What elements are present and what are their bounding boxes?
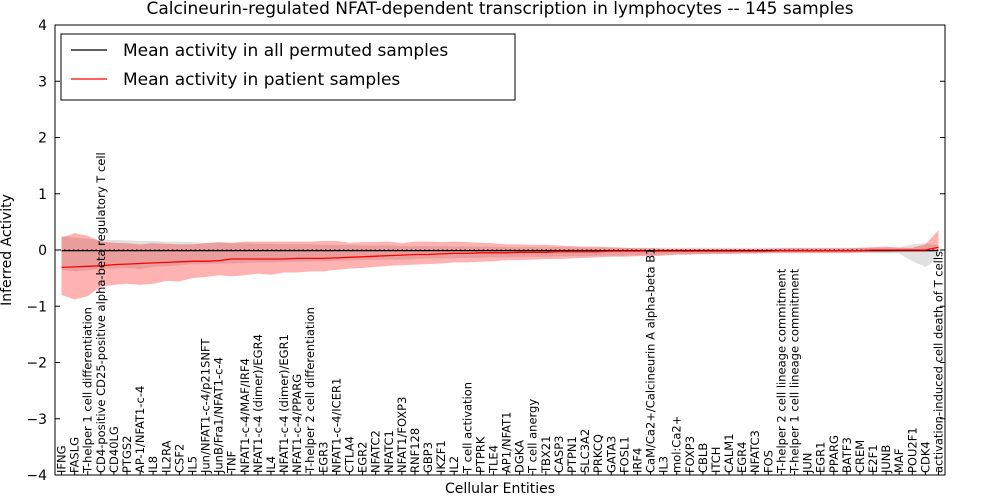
x-category-label: NFAT1-c-4/MAF/IRF4 <box>238 358 252 473</box>
y-tick-label: 0 <box>38 243 47 259</box>
x-category-label: NFAT1-c-4 (dimer)/EGR4 <box>251 334 265 473</box>
legend: Mean activity in all permuted samples Me… <box>60 33 516 101</box>
x-category-label: IRF4 <box>630 448 644 473</box>
y-tick-label: 3 <box>38 74 47 90</box>
x-category-label: ITCH <box>709 447 723 473</box>
x-category-label: IFNG <box>55 445 69 473</box>
x-category-label: IL2 <box>447 456 461 473</box>
x-category-label: NFATC1 <box>382 430 396 473</box>
x-category-label: PRKCQ <box>591 434 605 473</box>
y-tick-label: −1 <box>26 299 47 315</box>
x-category-label: Jun/NFAT1-c-4/p21SNFT <box>199 338 213 474</box>
x-category-label: E2F1 <box>866 444 880 473</box>
chart-title: Calcineurin-regulated NFAT-dependent tra… <box>146 0 853 19</box>
patient-mean-line <box>61 246 939 269</box>
series-lines <box>55 246 945 269</box>
x-category-label: IKZF1 <box>434 440 448 473</box>
x-category-label: MAF <box>892 449 906 473</box>
x-category-label: IL8 <box>146 456 160 473</box>
x-category-label: DGKA <box>513 440 527 473</box>
x-category-label: CTLA4 <box>343 436 357 473</box>
y-tick-label: −2 <box>26 356 47 372</box>
x-category-label: NFATC3 <box>748 430 762 473</box>
x-category-label: CD4-positive CD25-positive alpha-beta re… <box>94 152 108 473</box>
x-category-label: CALM1 <box>722 433 736 473</box>
x-category-label: CASP3 <box>552 436 566 473</box>
x-category-label: NFATC2 <box>369 430 383 473</box>
x-category-label: TBX21 <box>539 436 553 474</box>
x-category-label: IL5 <box>185 456 199 473</box>
x-category-label: FOXP3 <box>683 436 697 473</box>
x-category-label: NFAT1/FOXP3 <box>395 397 409 473</box>
x-category-label: FOSL1 <box>617 436 631 473</box>
x-axis-title: Cellular Entities <box>445 481 555 497</box>
x-category-label: EGR2 <box>356 442 370 474</box>
x-category-label: CBLB <box>696 443 710 473</box>
x-category-label: PTPRK <box>473 436 487 473</box>
x-category-label: CD40LG <box>107 426 121 473</box>
x-category-label: T-helper 2 cell differentiation <box>303 307 317 474</box>
x-category-label: TNF <box>225 451 239 474</box>
x-category-label: CaM/Ca2+/Calcineurin A alpha-beta B1 <box>644 248 658 473</box>
x-category-label: mol:Ca2+ <box>670 416 684 473</box>
x-category-label: EGR3 <box>316 442 330 474</box>
x-category-label: NFAT1-c-4/ICER1 <box>329 378 343 473</box>
y-tick-label: −4 <box>26 468 47 484</box>
confidence-bands <box>61 230 939 300</box>
x-category-label: JUNB <box>879 445 893 474</box>
x-category-label: IL3 <box>657 456 671 473</box>
x-category-label: NFAT1-c-4 (dimer)/EGR1 <box>277 334 291 473</box>
x-category-label: T cell activation <box>460 382 474 474</box>
x-category-label: JUN <box>801 453 815 474</box>
legend-label-patient: Mean activity in patient samples <box>123 70 400 90</box>
permuted-band <box>61 235 939 272</box>
x-category-label: EGR1 <box>814 442 828 474</box>
x-category-label: T-helper 1 cell lineage commitment <box>788 268 802 474</box>
x-category-label: CREM <box>853 440 867 473</box>
x-category-label: GATA3 <box>604 436 618 473</box>
x-category-label: AP-1/NFAT1-c-4 <box>133 386 147 473</box>
y-tick-label: 2 <box>38 131 47 147</box>
x-category-label: POU2F1 <box>905 427 919 473</box>
y-axis-title: Inferred Activity <box>0 194 15 306</box>
x-category-label: T cell anergy <box>526 399 540 474</box>
x-category-label: IL4 <box>264 456 278 473</box>
x-category-label: RNF128 <box>408 428 422 473</box>
x-category-label: IL2RA <box>159 440 173 473</box>
x-category-label: EGR4 <box>735 442 749 474</box>
x-category-label: T-helper 1 cell differentiation <box>81 307 95 474</box>
y-tick-label: 4 <box>38 18 47 34</box>
x-category-label: activation-induced cell death of T cells <box>932 251 946 473</box>
y-axis: 4 3 2 1 0 −1 −2 −3 −4 <box>26 18 945 484</box>
x-category-label: JunB/Fra1/NFAT1-c-4 <box>212 357 226 474</box>
x-category-label: CSF2 <box>172 444 186 473</box>
x-category-label: GBP3 <box>421 442 435 473</box>
x-category-label: FOS <box>761 450 775 473</box>
x-category-label: SLC3A2 <box>578 429 592 473</box>
legend-label-permuted: Mean activity in all permuted samples <box>123 41 448 61</box>
x-category-label: T-helper 2 cell lineage commitment <box>774 268 788 474</box>
x-category-label: PPARG <box>827 435 841 473</box>
x-category-label: PTPN1 <box>565 436 579 473</box>
x-axis: IFNG FASLG T-helper 1 cell differentiation… <box>55 152 946 475</box>
x-category-label: BATF3 <box>840 437 854 473</box>
legend-box <box>60 33 516 101</box>
x-category-label: CDK4 <box>918 441 932 473</box>
x-category-label: FASLG <box>68 437 82 473</box>
x-category-label: NFAT1-c-4/PPARG <box>290 374 304 473</box>
patient-band <box>61 230 939 300</box>
x-category-label: PTGS2 <box>120 436 134 474</box>
y-tick-label: −3 <box>26 412 47 428</box>
x-category-label: TLE4 <box>487 445 501 474</box>
x-category-label: AP1/NFAT1 <box>500 412 514 473</box>
y-tick-label: 1 <box>38 187 47 203</box>
